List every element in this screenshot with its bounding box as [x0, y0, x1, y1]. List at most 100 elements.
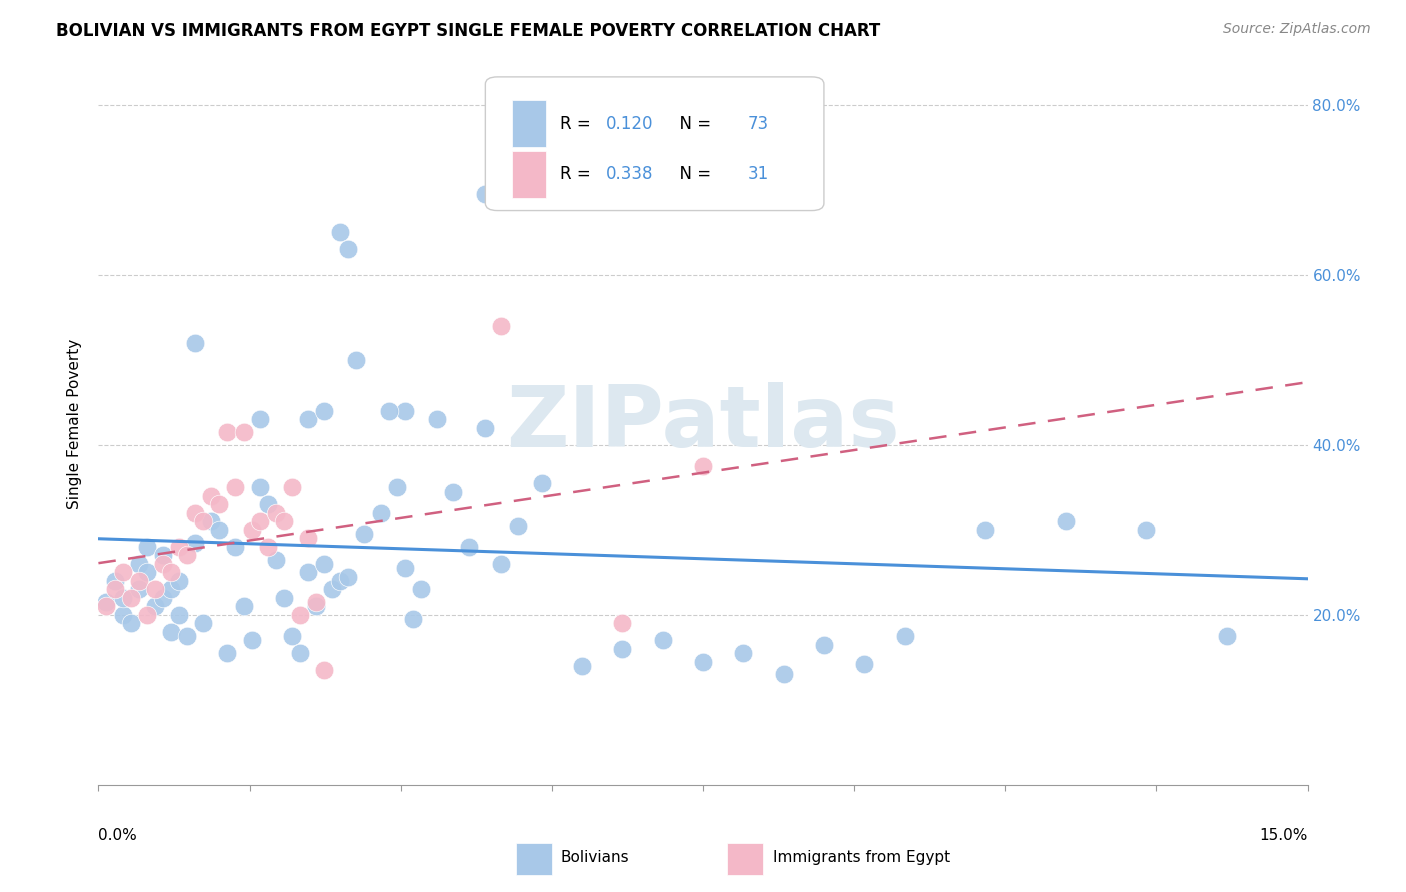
- Text: N =: N =: [669, 115, 717, 133]
- FancyBboxPatch shape: [512, 151, 546, 198]
- Text: 0.0%: 0.0%: [98, 829, 138, 843]
- Point: [135, 540, 157, 554]
- Point: [692, 655, 714, 669]
- Point: [733, 646, 755, 660]
- Point: [409, 582, 432, 597]
- Point: [281, 480, 304, 494]
- Point: [337, 243, 360, 257]
- Point: [128, 582, 150, 597]
- Point: [200, 489, 222, 503]
- Y-axis label: Single Female Poverty: Single Female Poverty: [67, 339, 83, 508]
- Point: [394, 404, 416, 418]
- Point: [224, 480, 246, 494]
- Point: [353, 527, 375, 541]
- Point: [394, 561, 416, 575]
- Point: [458, 540, 481, 554]
- Point: [893, 629, 915, 643]
- Point: [160, 566, 183, 580]
- Point: [314, 404, 336, 418]
- Point: [96, 595, 118, 609]
- Point: [184, 506, 207, 520]
- Point: [321, 582, 343, 597]
- Point: [974, 523, 997, 537]
- Point: [232, 425, 254, 440]
- Point: [344, 353, 367, 368]
- Point: [506, 518, 529, 533]
- Text: N =: N =: [669, 165, 717, 184]
- Point: [288, 607, 311, 622]
- Point: [135, 607, 157, 622]
- Point: [176, 549, 198, 563]
- FancyBboxPatch shape: [485, 77, 824, 211]
- Point: [377, 404, 399, 418]
- Point: [152, 591, 174, 605]
- Point: [264, 506, 287, 520]
- Text: R =: R =: [561, 115, 596, 133]
- Point: [314, 557, 336, 571]
- Point: [249, 515, 271, 529]
- Point: [193, 616, 215, 631]
- Point: [128, 574, 150, 588]
- Point: [111, 607, 134, 622]
- Point: [273, 591, 295, 605]
- Point: [530, 476, 553, 491]
- Text: 73: 73: [748, 115, 769, 133]
- Point: [249, 412, 271, 426]
- Point: [167, 607, 190, 622]
- Text: 15.0%: 15.0%: [1260, 829, 1308, 843]
- Point: [297, 532, 319, 546]
- Point: [612, 616, 634, 631]
- Text: 31: 31: [748, 165, 769, 184]
- Point: [240, 523, 263, 537]
- Point: [1054, 515, 1077, 529]
- Text: Source: ZipAtlas.com: Source: ZipAtlas.com: [1223, 22, 1371, 37]
- FancyBboxPatch shape: [727, 843, 763, 875]
- Point: [402, 612, 425, 626]
- Point: [103, 574, 125, 588]
- Point: [111, 591, 134, 605]
- Point: [288, 646, 311, 660]
- Text: ZIPatlas: ZIPatlas: [506, 382, 900, 466]
- Point: [232, 599, 254, 614]
- Point: [128, 557, 150, 571]
- Point: [1135, 523, 1157, 537]
- Point: [208, 523, 231, 537]
- Point: [208, 498, 231, 512]
- Point: [103, 582, 125, 597]
- Text: BOLIVIAN VS IMMIGRANTS FROM EGYPT SINGLE FEMALE POVERTY CORRELATION CHART: BOLIVIAN VS IMMIGRANTS FROM EGYPT SINGLE…: [56, 22, 880, 40]
- Point: [281, 629, 304, 643]
- Point: [135, 566, 157, 580]
- Point: [474, 421, 496, 435]
- Text: 0.338: 0.338: [606, 165, 654, 184]
- Point: [96, 599, 118, 614]
- Point: [853, 657, 876, 672]
- Point: [305, 595, 328, 609]
- Text: R =: R =: [561, 165, 596, 184]
- Point: [193, 515, 215, 529]
- Point: [167, 574, 190, 588]
- Point: [370, 506, 392, 520]
- Point: [337, 570, 360, 584]
- Point: [297, 566, 319, 580]
- Point: [314, 663, 336, 677]
- Point: [491, 318, 513, 333]
- Point: [111, 566, 134, 580]
- Point: [329, 574, 352, 588]
- Point: [612, 642, 634, 657]
- Point: [152, 549, 174, 563]
- Text: Immigrants from Egypt: Immigrants from Egypt: [773, 850, 950, 864]
- Text: 0.120: 0.120: [606, 115, 654, 133]
- Point: [184, 335, 207, 350]
- Point: [264, 552, 287, 566]
- Point: [120, 616, 142, 631]
- Point: [200, 515, 222, 529]
- Point: [329, 226, 352, 240]
- Point: [249, 480, 271, 494]
- Point: [152, 557, 174, 571]
- Point: [160, 624, 183, 639]
- Point: [692, 459, 714, 474]
- Point: [240, 633, 263, 648]
- Point: [143, 582, 166, 597]
- Point: [176, 629, 198, 643]
- Point: [160, 582, 183, 597]
